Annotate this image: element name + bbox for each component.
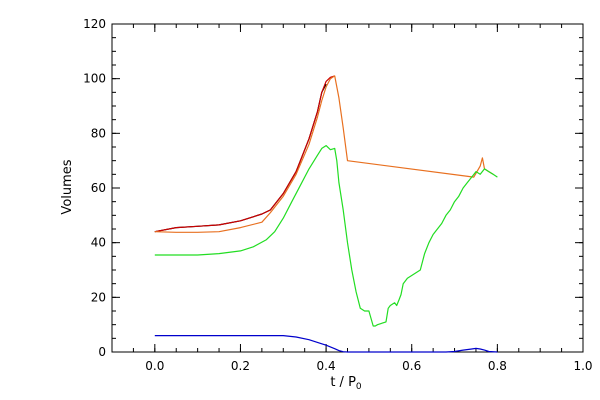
series-group [154,75,498,353]
x-axis-label-main: t / P [330,375,356,390]
series-line-4 [154,145,498,327]
y-tick-label: 100 [83,72,106,86]
plot-frame [111,23,584,353]
y-tick-label: 40 [91,236,106,250]
series-line-1 [154,83,327,233]
y-axis-label: Volumes [60,159,75,214]
series-line-3 [154,75,494,233]
ticks: 0.0 0.2 0.4 0.6 0.8 1.0 0 20 40 60 80 100 120 [83,17,592,373]
y-tick-label: 60 [91,181,106,195]
y-tick-label: 80 [91,126,106,140]
x-axis-label-subscript: 0 [356,382,362,392]
x-tick-label: 0.6 [402,359,421,373]
series-line-5 [154,335,498,353]
x-axis-label: t / P0 [330,375,362,392]
y-tick-label: 0 [98,345,106,359]
x-tick-label: 1.0 [573,359,592,373]
x-tick-label: 0.2 [231,359,250,373]
y-tick-label: 120 [83,17,106,31]
series-line-2 [154,75,335,233]
x-tick-label: 0.0 [145,359,164,373]
x-tick-label: 0.4 [317,359,336,373]
x-tick-label: 0.8 [488,359,507,373]
y-tick-label: 20 [91,290,106,304]
